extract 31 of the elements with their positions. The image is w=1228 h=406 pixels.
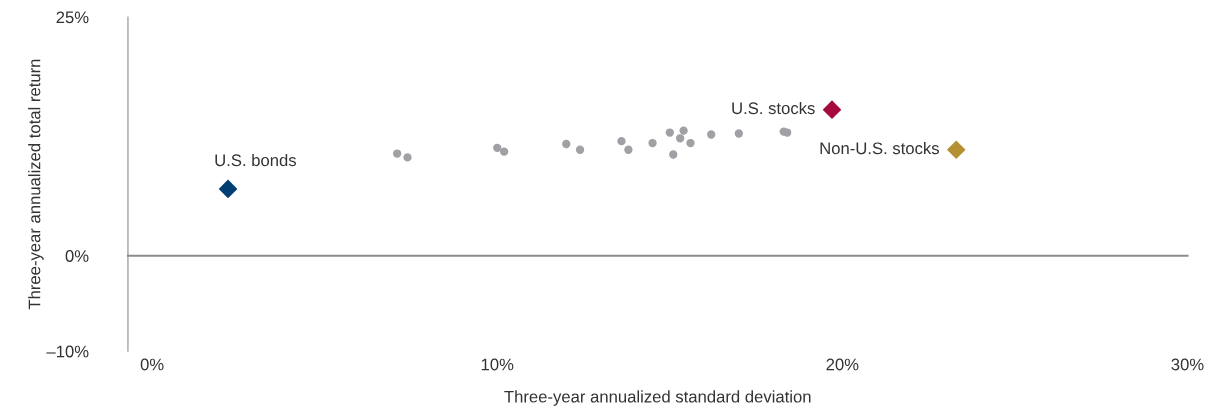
point [686, 138, 695, 148]
y-tick-label: 25% [56, 11, 89, 24]
x-axis-title: Three-year annualized standard deviation [504, 390, 811, 406]
series-label: U.S. stocks [732, 101, 815, 115]
point [734, 129, 743, 138]
point [575, 145, 585, 154]
point [617, 136, 626, 146]
point [822, 100, 842, 119]
x-tick-label: 0% [140, 358, 164, 371]
y-tick-label: 0% [65, 250, 89, 262]
point [946, 140, 966, 160]
point [707, 130, 716, 139]
point [675, 134, 685, 143]
point [679, 126, 688, 135]
point [562, 139, 571, 149]
series-label: Non-U.S. stocks [820, 141, 939, 155]
point [669, 150, 678, 159]
x-tick-label: 20% [826, 358, 859, 371]
point [665, 128, 674, 137]
point [392, 149, 402, 158]
series-label: U.S. bonds [215, 153, 297, 167]
y-axis-title: Three-year annualized total return [28, 59, 44, 310]
point [648, 138, 657, 148]
point [403, 153, 412, 162]
point [218, 179, 238, 199]
y-tick-label: –10% [46, 345, 89, 358]
point [624, 145, 633, 154]
point [499, 147, 509, 156]
point [493, 143, 502, 153]
x-tick-label: 10% [481, 358, 514, 371]
x-tick-label: 30% [1171, 358, 1204, 371]
